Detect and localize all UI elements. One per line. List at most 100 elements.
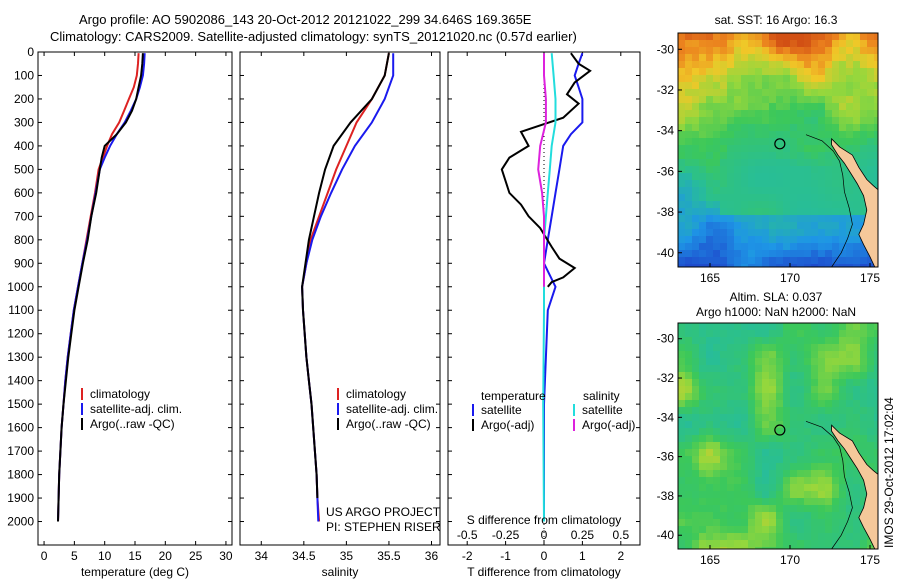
sla_map-heatmap-cell	[678, 358, 686, 366]
sla_map-heatmap-cell	[685, 491, 693, 499]
sst_map-heatmap-cell	[741, 187, 749, 195]
sst_map-heatmap-cell	[734, 152, 742, 160]
sst_map-heatmap-cell	[832, 243, 840, 251]
sla_map-heatmap-cell	[748, 519, 756, 527]
sla_map-heatmap-cell	[755, 421, 763, 429]
sst_map-heatmap-cell	[846, 215, 854, 223]
sst_map-heatmap-cell	[867, 40, 875, 48]
sla_map-heatmap-cell	[762, 505, 770, 513]
sla_map-heatmap-cell	[734, 379, 742, 387]
sla_map-heatmap-cell	[797, 337, 805, 345]
sla_map-heatmap-cell	[790, 449, 798, 457]
sla_map-heatmap-cell	[832, 400, 840, 408]
sst_map-heatmap-cell	[769, 145, 777, 153]
sst_map-heatmap-cell	[776, 117, 784, 125]
sla_map-heatmap-cell	[818, 512, 826, 520]
sla_map-heatmap-cell	[832, 484, 840, 492]
sla-map-title: Altim. SLA: 0.037	[730, 290, 823, 304]
sst_map-heatmap-cell	[685, 40, 693, 48]
sst_map-heatmap-cell	[811, 229, 819, 237]
sla_map-heatmap-cell	[853, 372, 861, 380]
sla_map-heatmap-cell	[804, 414, 812, 422]
sla_map-heatmap-cell	[692, 435, 700, 443]
sla_map-heatmap-cell	[713, 400, 721, 408]
sla_map-heatmap-cell	[846, 365, 854, 373]
sst_map-heatmap-cell	[783, 96, 791, 104]
sst_map-heatmap-cell	[804, 110, 812, 118]
salinity-xtick-label: 34.5	[292, 549, 316, 563]
sla_map-heatmap-cell	[734, 386, 742, 394]
sst_map-heatmap-cell	[713, 124, 721, 132]
sst_map-heatmap-cell	[776, 194, 784, 202]
sst_map-heatmap-cell	[713, 243, 721, 251]
sla_map-argo-position-marker	[774, 424, 786, 436]
sst_map-heatmap-cell	[867, 152, 875, 160]
sla_map-heatmap-cell	[685, 323, 693, 331]
sla_map-heatmap-cell	[818, 498, 826, 506]
sst_map-heatmap-cell	[832, 187, 840, 195]
sla_map-heatmap-cell	[734, 498, 742, 506]
sst_map-heatmap-cell	[762, 54, 770, 62]
sla_map-heatmap-cell	[874, 358, 879, 366]
sla_map-heatmap-cell	[818, 421, 826, 429]
sla_map-heatmap-cell	[769, 484, 777, 492]
sla_map-heatmap-cell	[804, 323, 812, 331]
sst_map-heatmap-cell	[776, 75, 784, 83]
sst_map-heatmap-cell	[727, 54, 735, 62]
sla_map-heatmap-cell	[692, 540, 700, 548]
sst_map-heatmap-cell	[706, 180, 714, 188]
sla_map-heatmap-cell	[804, 400, 812, 408]
sla_map-heatmap-cell	[755, 484, 763, 492]
sla_map-heatmap-cell	[811, 519, 819, 527]
sla_map-heatmap-cell	[783, 351, 791, 359]
sst_map-heatmap-cell	[720, 229, 728, 237]
sst_map-heatmap-cell	[699, 40, 707, 48]
sla_map-heatmap-cell	[832, 435, 840, 443]
sla_map-heatmap-cell	[776, 526, 784, 534]
sla_map-heatmap-cell	[727, 372, 735, 380]
sla_map-heatmap-cell	[797, 344, 805, 352]
sla_map-heatmap-cell	[713, 449, 721, 457]
sla_map-heatmap-cell	[748, 491, 756, 499]
sst_map-heatmap-cell	[685, 47, 693, 55]
sst_map-heatmap-cell	[699, 208, 707, 216]
sst_map-heatmap-cell	[825, 229, 833, 237]
sla_map-heatmap-cell	[839, 519, 847, 527]
sst_map-heatmap-cell	[818, 47, 826, 55]
sla_map-heatmap-cell	[755, 393, 763, 401]
sla_map-heatmap-cell	[699, 491, 707, 499]
sst_map-heatmap-cell	[776, 103, 784, 111]
sla_map-heatmap-cell	[783, 512, 791, 520]
sst_map-heatmap-cell	[678, 250, 686, 258]
sla_map-heatmap-cell	[790, 484, 798, 492]
sla_map-heatmap-cell	[804, 498, 812, 506]
sla_map-heatmap-cell	[783, 379, 791, 387]
sst_map-heatmap-cell	[699, 222, 707, 230]
sst_map-heatmap-cell	[762, 47, 770, 55]
sla_map-heatmap-cell	[741, 540, 749, 548]
sla_map-heatmap-cell	[790, 386, 798, 394]
sla_map-heatmap-cell	[741, 435, 749, 443]
sla_map-heatmap-cell	[748, 323, 756, 331]
sst_map-heatmap-cell	[720, 222, 728, 230]
sst_map-ytick-label: -36	[657, 164, 675, 178]
depth-tick-label: 1500	[7, 397, 34, 411]
sst_map-heatmap-cell	[748, 264, 756, 268]
sst_map-heatmap-cell	[790, 75, 798, 83]
sst_map-heatmap-cell	[755, 40, 763, 48]
sla_map-heatmap-cell	[713, 386, 721, 394]
sla_map-heatmap-cell	[762, 435, 770, 443]
sst_map-heatmap-cell	[769, 250, 777, 258]
sst_map-heatmap-cell	[755, 145, 763, 153]
sst_map-heatmap-cell	[839, 47, 847, 55]
sla_map-heatmap-cell	[706, 442, 714, 450]
sst_map-heatmap-cell	[776, 215, 784, 223]
sst_map-heatmap-cell	[748, 145, 756, 153]
sla_map-heatmap-cell	[699, 442, 707, 450]
sla_map-heatmap-cell	[769, 442, 777, 450]
sla_map-heatmap-cell	[678, 386, 686, 394]
sla_map-heatmap-cell	[825, 428, 833, 436]
sla_map-heatmap-cell	[713, 330, 721, 338]
sst_map-heatmap-cell	[699, 215, 707, 223]
sst_map-heatmap-cell	[720, 187, 728, 195]
